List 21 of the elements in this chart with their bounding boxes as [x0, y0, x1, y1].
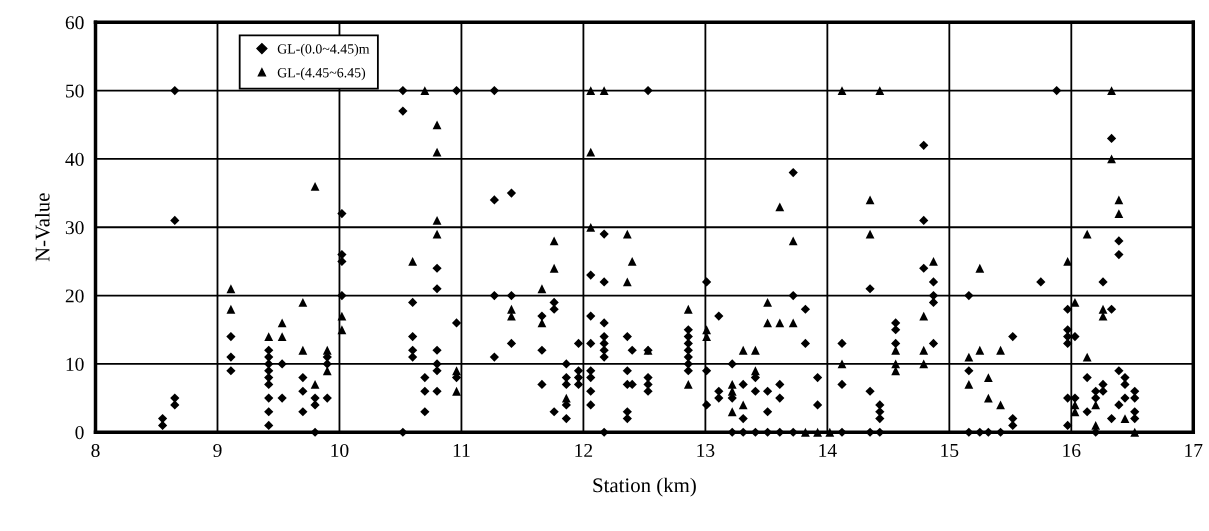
x-tick-label: 10 — [331, 443, 349, 458]
x-tick-label: 11 — [453, 444, 470, 457]
y-axis-title: N-Value — [34, 193, 50, 262]
y-tick-label: 30 — [65, 221, 84, 235]
x-tick-label: 17 — [1185, 444, 1203, 457]
legend-label: GL-(0.0~4.45)m — [277, 43, 370, 57]
y-tick-label: 40 — [65, 152, 84, 166]
x-tick-label: 14 — [819, 444, 837, 457]
y-tick-label: 10 — [66, 357, 84, 371]
y-tick-label: 50 — [66, 84, 84, 98]
y-tick-label: 0 — [75, 426, 84, 440]
y-tick-label: 60 — [65, 16, 84, 30]
x-axis-title: Station (km) — [593, 477, 696, 497]
y-tick-label: 20 — [65, 289, 84, 303]
x-tick-label: 9 — [213, 443, 222, 458]
x-tick-label: 16 — [1063, 443, 1081, 458]
x-tick-label: 12 — [575, 443, 593, 457]
x-tick-label: 8 — [91, 443, 100, 458]
legend-label: GL-(4.45~6.45) — [277, 67, 366, 81]
x-tick-label: 15 — [941, 444, 959, 458]
x-tick-label: 13 — [697, 443, 715, 458]
